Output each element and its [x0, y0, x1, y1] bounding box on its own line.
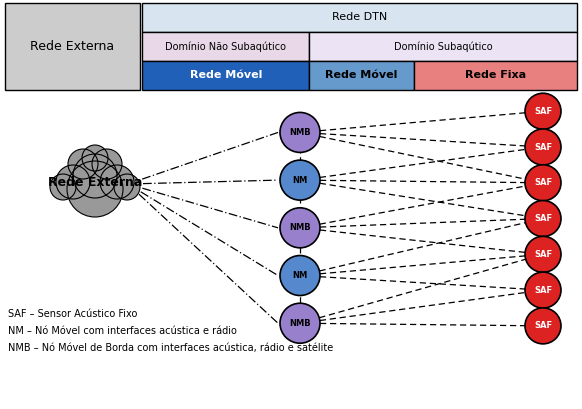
Circle shape	[525, 129, 561, 165]
Circle shape	[280, 112, 320, 153]
Bar	[142, 32, 310, 61]
Bar	[142, 61, 310, 90]
Text: Domínio Não Subaqútico: Domínio Não Subaqútico	[165, 41, 286, 52]
Bar	[5, 3, 140, 90]
Text: NMB: NMB	[289, 223, 311, 232]
Text: Rede Móvel: Rede Móvel	[325, 70, 398, 81]
Circle shape	[67, 161, 123, 217]
Bar	[414, 61, 577, 90]
Text: SAF: SAF	[534, 142, 552, 151]
Circle shape	[525, 93, 561, 129]
Bar	[310, 32, 577, 61]
Text: SAF: SAF	[534, 285, 552, 294]
Text: SAF: SAF	[534, 107, 552, 116]
Text: Rede Móvel: Rede Móvel	[190, 70, 262, 81]
Circle shape	[525, 200, 561, 236]
Text: NMB – Nó Móvel de Borda com interfaces acústica, rádio e satélite: NMB – Nó Móvel de Borda com interfaces a…	[8, 343, 333, 353]
Text: NM: NM	[292, 271, 308, 280]
Text: SAF: SAF	[534, 214, 552, 223]
Text: Rede Fixa: Rede Fixa	[465, 70, 526, 81]
Circle shape	[100, 165, 134, 199]
Text: SAF: SAF	[534, 321, 552, 330]
Circle shape	[280, 303, 320, 343]
Text: NMB: NMB	[289, 128, 311, 137]
Text: NM: NM	[292, 175, 308, 184]
Bar	[310, 61, 414, 90]
Text: NMB: NMB	[289, 319, 311, 328]
Circle shape	[114, 174, 140, 200]
Circle shape	[56, 165, 90, 199]
Text: Rede Externa: Rede Externa	[30, 40, 115, 53]
Circle shape	[82, 145, 108, 171]
Circle shape	[525, 308, 561, 344]
Circle shape	[525, 236, 561, 272]
Text: SAF: SAF	[534, 178, 552, 187]
Text: NM – Nó Móvel com interfaces acústica e rádio: NM – Nó Móvel com interfaces acústica e …	[8, 326, 237, 336]
Text: SAF: SAF	[534, 250, 552, 259]
Circle shape	[50, 174, 76, 200]
Text: Domínio Subaqútico: Domínio Subaqútico	[394, 41, 492, 52]
Text: SAF – Sensor Acústico Fixo: SAF – Sensor Acústico Fixo	[8, 309, 137, 319]
Circle shape	[92, 149, 122, 179]
Bar	[142, 3, 577, 32]
Circle shape	[68, 149, 98, 179]
Circle shape	[280, 256, 320, 296]
Circle shape	[525, 165, 561, 201]
Text: Rede DTN: Rede DTN	[332, 13, 387, 22]
Circle shape	[280, 160, 320, 200]
Circle shape	[525, 272, 561, 308]
Text: Rede Externa: Rede Externa	[48, 175, 142, 189]
Circle shape	[73, 154, 117, 198]
Circle shape	[280, 208, 320, 248]
